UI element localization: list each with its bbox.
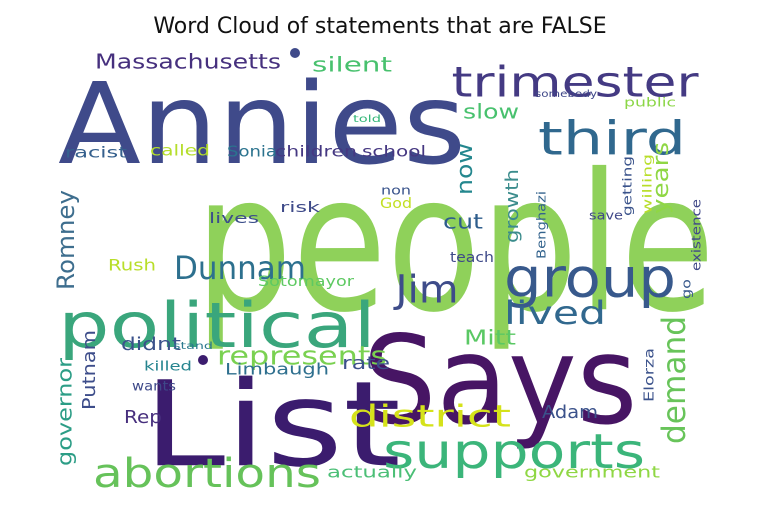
word-didnt: didnt: [121, 334, 181, 355]
word-children: children: [275, 143, 357, 161]
word-wants: wants: [132, 380, 176, 395]
word-getting: getting: [621, 156, 635, 216]
word-school: school: [362, 143, 426, 161]
word-god: God: [380, 196, 412, 212]
word-putnam: Putnam: [79, 330, 100, 410]
word-rate: rate: [342, 353, 390, 374]
word-now: now: [453, 143, 478, 195]
word-supports: supports: [383, 424, 645, 480]
word-years: years: [649, 142, 674, 214]
word-racist: racist: [65, 144, 127, 162]
word-silent: silent: [312, 53, 392, 77]
word-told: told: [353, 114, 381, 125]
word-abortions: abortions: [93, 451, 321, 497]
chart-title: Word Cloud of statements that are FALSE: [153, 14, 607, 39]
word-district: district: [349, 400, 511, 435]
word-romney: Romney: [52, 190, 80, 290]
word-non: non: [381, 184, 411, 198]
word-risk: risk: [280, 200, 321, 216]
word-annies: Annies: [58, 60, 466, 190]
word-adam: Adam: [542, 402, 598, 423]
word-represents: represents: [217, 342, 387, 372]
word-cut: cut: [443, 210, 483, 234]
word-somebody: somebody: [535, 89, 597, 100]
word-public: public: [624, 96, 676, 110]
word-rep: Rep: [124, 407, 162, 428]
word-government: government: [524, 463, 660, 482]
word-mitt: Mitt: [464, 326, 516, 350]
word-demand: demand: [655, 316, 693, 444]
word-teach: teach: [450, 250, 494, 266]
word-benghazi: Benghazi: [535, 191, 549, 259]
word-sonia: Sonia: [227, 143, 277, 161]
word-sotomayor: Sotomayor: [258, 274, 354, 290]
word-rush: Rush: [108, 256, 156, 275]
word-elorza: Elorza: [643, 348, 658, 402]
cloud-dot-1: [198, 355, 208, 365]
word-jim: Jim: [393, 268, 458, 312]
word-limbaugh: Limbaugh: [225, 360, 329, 379]
word-growth: growth: [502, 169, 523, 243]
word-go: go: [680, 279, 694, 299]
word-stand: stand: [173, 341, 213, 352]
word-lived: lived: [504, 294, 606, 332]
word-willing: willing: [641, 154, 655, 214]
word-third: third: [538, 112, 686, 166]
word-list: List: [143, 355, 401, 493]
word-called: called: [150, 142, 210, 160]
word-slow: slow: [463, 100, 519, 124]
word-actually: actually: [327, 463, 417, 482]
word-people: people: [195, 133, 715, 354]
word-governor: governor: [53, 357, 77, 466]
word-political: political: [58, 289, 376, 362]
cloud-dot-0: [290, 48, 300, 58]
word-killed: killed: [144, 360, 192, 375]
word-massachusetts: Massachusetts: [95, 50, 281, 74]
word-save: save: [589, 209, 623, 223]
word-trimester: trimester: [452, 58, 700, 107]
word-says: Says: [363, 310, 638, 452]
word-dunnam: Dunnam: [174, 249, 306, 287]
word-lives: lives: [209, 211, 259, 227]
word-group: group: [504, 247, 676, 310]
word-existence: existence: [690, 199, 704, 271]
